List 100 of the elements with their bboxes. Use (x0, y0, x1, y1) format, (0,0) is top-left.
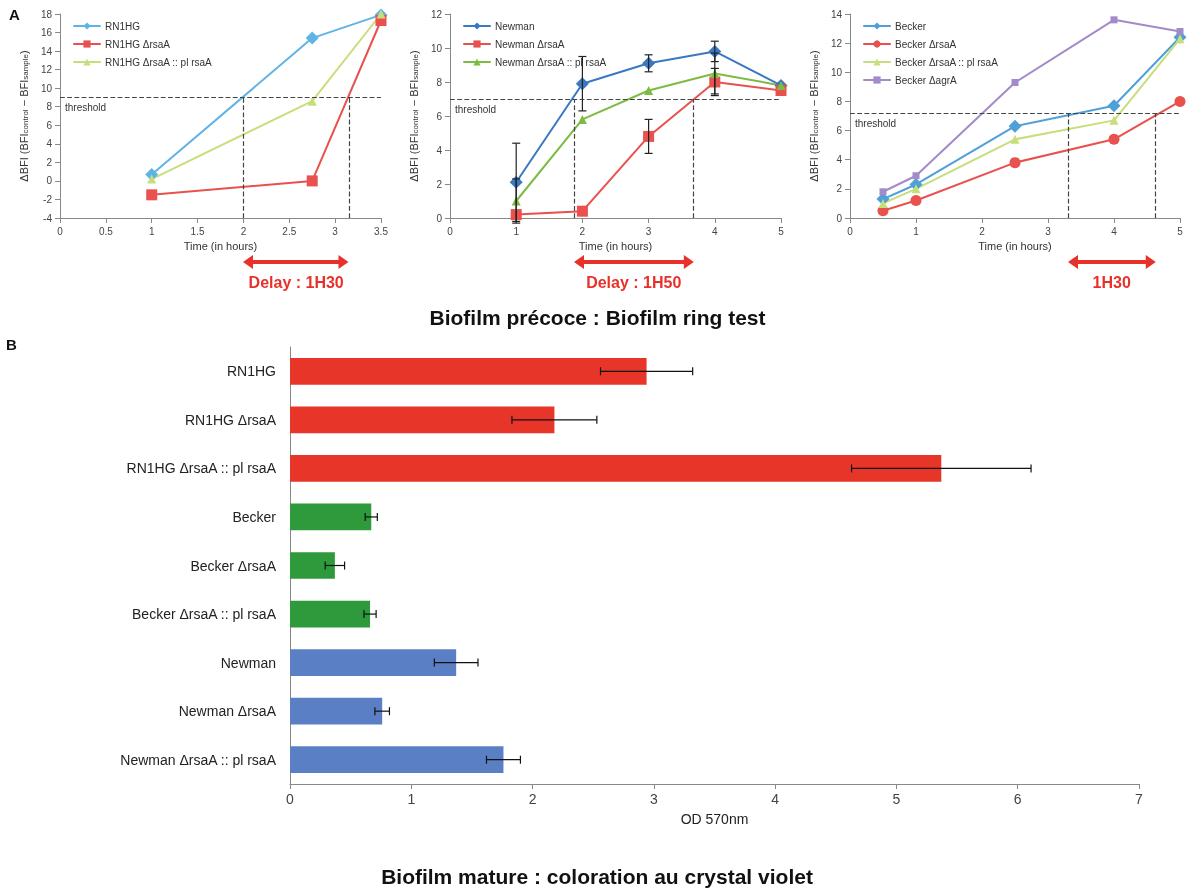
y-tick-label: 12 (830, 37, 843, 49)
point (910, 195, 922, 207)
y-tick-label: 2 (46, 156, 53, 168)
x-tick-label: 3 (649, 791, 658, 807)
point (911, 184, 921, 194)
y-tick-label: 6 (436, 110, 443, 122)
y-tick-label: 12 (430, 8, 443, 20)
point (305, 31, 319, 45)
y-tick-label: 4 (46, 138, 53, 150)
x-tick-label: 4 (1111, 225, 1118, 237)
y-tick-label: 2 (836, 183, 843, 195)
x-tick-label: 5 (778, 225, 785, 237)
point (307, 96, 317, 106)
point (1011, 78, 1019, 86)
y-tick-label: Newman ΔrsaA :: pl rsaA (120, 751, 277, 768)
bar (290, 552, 335, 579)
x-axis-title: Time (in hours) (183, 240, 258, 253)
bar (290, 357, 647, 385)
point (1110, 16, 1118, 24)
point (577, 114, 587, 124)
x-tick-label: 3 (1045, 225, 1052, 237)
y-tick-label: RN1HG (226, 363, 276, 380)
legend-label: Becker (895, 20, 927, 32)
x-axis-title: OD 570nm (680, 811, 749, 827)
ref-line-label: threshold (855, 117, 897, 129)
text: Biofilm précoce : Biofilm ring test (429, 306, 766, 329)
text: Delay : 1H30 (248, 273, 344, 291)
x-tick-label: 2 (528, 791, 537, 807)
point (1109, 115, 1119, 125)
point (644, 86, 654, 95)
y-tick-label: RN1HG ΔrsaA :: pl rsaA (126, 460, 277, 477)
x-tick-label: 1 (513, 225, 520, 237)
y-tick-label: 8 (836, 95, 843, 107)
y-tick-label: Becker (232, 508, 277, 525)
x-tick-label: 4 (771, 791, 780, 807)
y-tick-label: -4 (43, 212, 53, 224)
bar (290, 600, 371, 628)
point (576, 205, 588, 217)
legend-label: RN1HG ΔrsaA :: pl rsaA (105, 56, 213, 68)
y-tick-label: 10 (40, 82, 53, 94)
x-tick-label: 0 (286, 791, 295, 807)
x-tick-label: 3 (332, 225, 339, 237)
y-tick-label: 4 (836, 154, 843, 166)
y-tick-label: 6 (836, 125, 843, 137)
text: Delay : 1H50 (586, 273, 682, 291)
bar (290, 697, 383, 725)
y-tick-label: 8 (46, 101, 53, 113)
x-tick-label: 1 (913, 225, 920, 237)
y-tick-label: 14 (830, 8, 843, 20)
y-tick-label: -2 (43, 193, 53, 205)
x-tick-label: 2 (979, 225, 986, 237)
point (146, 189, 158, 201)
point (1010, 134, 1020, 144)
point (1009, 157, 1021, 169)
legend-label: Becker ΔrsaA (895, 38, 957, 50)
point (912, 172, 920, 180)
x-tick-label: 5 (892, 791, 901, 807)
legend-label: Newman (495, 20, 535, 32)
chart-title: A (9, 6, 20, 23)
legend-label: RN1HG ΔrsaA (105, 38, 171, 50)
x-tick-label: 0.5 (98, 225, 114, 237)
x-tick-label: 0 (847, 225, 854, 237)
x-tick-label: 3.5 (374, 225, 389, 237)
y-tick-label: RN1HG ΔrsaA (184, 411, 277, 428)
y-tick-label: 4 (436, 144, 443, 156)
legend-label: Newman ΔrsaA :: pl rsaA (495, 56, 607, 68)
point (878, 198, 888, 208)
x-tick-label: 2.5 (282, 225, 297, 237)
x-tick-label: 2 (579, 225, 586, 237)
y-tick-label: Becker ΔrsaA :: pl rsaA (132, 606, 277, 623)
bar (290, 503, 372, 531)
text: B (6, 336, 17, 353)
y-tick-label: 0 (836, 212, 843, 224)
y-tick-label: 16 (40, 27, 53, 39)
bar (290, 746, 504, 774)
bar (290, 649, 457, 676)
legend-label: Newman ΔrsaA (495, 38, 565, 50)
y-tick-label: Becker ΔrsaA (190, 557, 277, 574)
y-tick-label: 0 (46, 175, 53, 187)
point (510, 209, 522, 221)
text: 1H30 (1092, 273, 1131, 291)
x-tick-label: 0 (447, 225, 454, 237)
point (1175, 34, 1185, 44)
bar (290, 455, 942, 482)
y-tick-label: 14 (40, 45, 53, 57)
x-tick-label: 7 (1135, 791, 1144, 807)
x-tick-label: 1.5 (190, 225, 205, 237)
y-tick-label: 10 (430, 42, 443, 54)
point (306, 175, 318, 187)
point (147, 174, 157, 184)
ref-line-label: threshold (65, 101, 107, 113)
point (1176, 27, 1184, 35)
point (643, 130, 655, 142)
x-axis-title: Time (in hours) (978, 240, 1052, 253)
y-tick-label: 2 (436, 178, 443, 190)
x-tick-label: 1 (148, 225, 155, 237)
y-tick-label: 8 (436, 76, 443, 88)
bar (290, 406, 555, 434)
point (879, 188, 887, 196)
x-tick-label: 1 (407, 791, 416, 807)
